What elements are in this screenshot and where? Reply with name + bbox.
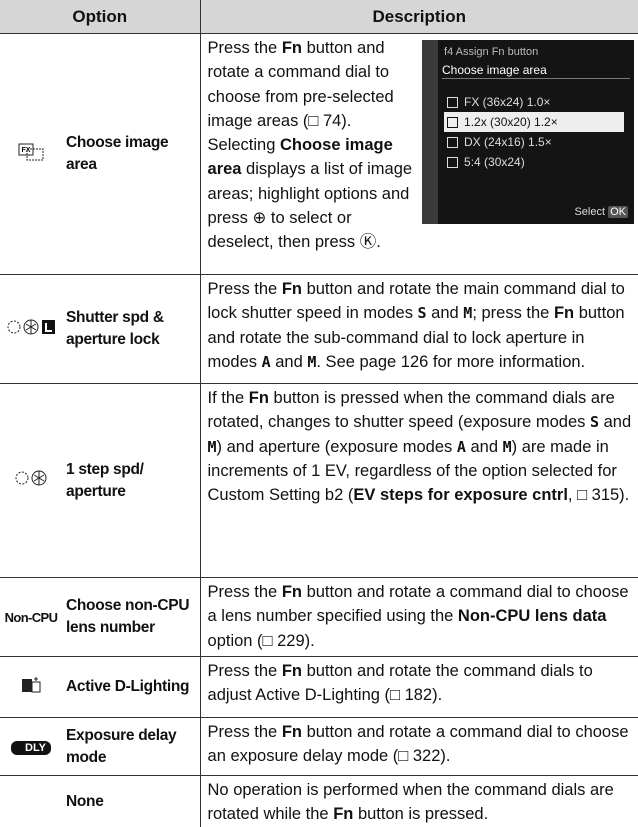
text-run: and: [465, 437, 503, 456]
mode-letter: A: [456, 437, 466, 456]
text-run: , □ 315).: [567, 486, 630, 505]
icon-cell: [0, 656, 62, 718]
description: f4 Assign Fn button Choose image area FX…: [199, 33, 638, 275]
option-name: None: [66, 793, 104, 811]
description: Press the Fn button and rotate the comma…: [199, 656, 638, 718]
text-run: Press the: [207, 583, 282, 601]
mode-letter: M: [502, 437, 512, 456]
screen-item: DX (24x16) 1.5×: [444, 132, 624, 152]
row: Non-CPU Choose non-CPU lens number Press…: [0, 577, 638, 657]
mode-letter: S: [590, 413, 600, 432]
text-run: Press the: [207, 723, 282, 741]
description: No operation is performed when the comma…: [199, 775, 638, 827]
text-run: button is pressed.: [353, 805, 489, 824]
text-run: Press the: [207, 662, 282, 680]
icon-cell: [0, 274, 62, 384]
row: Active D-Lighting Press the Fn button an…: [0, 656, 638, 718]
mode-letter: M: [307, 352, 317, 371]
bold-text: Fn: [333, 805, 354, 824]
description: Press the Fn button and rotate a command…: [199, 577, 638, 657]
bold-text: Choose image area: [207, 136, 393, 179]
screen-item: 1.2x (30x20) 1.2×: [444, 112, 625, 132]
mode-letter: A: [261, 352, 271, 371]
header-cell: Description: [199, 0, 638, 34]
image-area-icon: FX: [18, 143, 44, 160]
screen-footer: Select OK: [574, 204, 629, 220]
icon-cell: Non-CPU: [0, 577, 62, 657]
text-run: button and rotate a command dial to choo…: [207, 583, 629, 626]
text-run: ) and aperture (exposure modes: [216, 437, 457, 456]
description: Press the Fn button and rotate the main …: [199, 274, 638, 384]
header-cell: Option: [0, 0, 201, 34]
text-run: button and rotate the main command dial …: [207, 280, 625, 323]
bold-text: Fn: [281, 39, 302, 57]
mode-letter: S: [417, 304, 427, 323]
text-run: option (□ 229).: [207, 631, 315, 650]
text-run: ; press the: [472, 304, 554, 323]
text-run: button and rotate a command dial to choo…: [207, 39, 394, 155]
option-name: Shutter spd & aperture lock: [62, 274, 201, 384]
text-run: and: [426, 304, 464, 323]
screen-title: f4 Assign Fn button: [444, 46, 539, 58]
screen-item: 5:4 (30x24): [444, 152, 624, 172]
option-name: Choose non-CPU lens number: [62, 577, 201, 657]
text-run: and: [599, 413, 632, 432]
icon-cell: FX: [0, 33, 62, 275]
bold-text: Fn: [553, 304, 575, 323]
text-run: displays a list of image areas; highligh…: [207, 160, 413, 252]
delay-icon: DLY: [11, 740, 51, 755]
mode-letter: M: [207, 437, 217, 456]
mode-letter: M: [463, 304, 473, 323]
text-run: Press the: [207, 280, 282, 298]
camera-screen: f4 Assign Fn button Choose image area FX…: [422, 40, 635, 224]
text-run: button and rotate the sub-command dial t…: [207, 304, 625, 371]
text-run: ) are made in increments of 1 EV, regard…: [207, 437, 617, 505]
menu-strip: [422, 40, 439, 224]
screen-item: FX (36x24) 1.0×: [444, 92, 624, 112]
text-run: button and rotate a command dial to choo…: [207, 723, 629, 766]
text-run: No operation is performed when the comma…: [207, 781, 614, 824]
row: FX Choose image area f4 Assign Fn button…: [0, 33, 638, 275]
text-run: . See page 126 for more information.: [316, 352, 586, 371]
bold-text: Fn: [281, 583, 302, 601]
icon-cell: [0, 776, 62, 827]
ok-hint: OK: [608, 206, 629, 218]
header-row: Option Description: [0, 0, 638, 34]
bold-text: Fn: [248, 389, 269, 407]
text-run: If the: [207, 389, 249, 407]
screen-items: FX (36x24) 1.0× 1.2x (30x20) 1.2× DX (24…: [444, 92, 625, 172]
icon-cell: DLY: [0, 717, 62, 776]
row: Shutter spd & aperture lock Press the Fn…: [0, 274, 638, 384]
row: 1 step spd/ aperture If the Fn button is…: [0, 383, 638, 578]
text-run: and: [270, 352, 308, 371]
screen-subtitle: Choose image area: [442, 62, 631, 79]
text-run: button and rotate the command dials to a…: [207, 662, 593, 705]
option-name: Choose image area: [62, 33, 201, 275]
adl-icon: [22, 676, 41, 692]
icon-cell: [0, 383, 62, 578]
row: DLY Exposure delay mode Press the Fn but…: [0, 717, 638, 776]
select-hint: Select: [574, 206, 606, 218]
option-name: 1 step spd/ aperture: [62, 383, 201, 578]
lock-icon: [7, 319, 55, 334]
bold-text: EV steps for exposure cntrl: [353, 486, 568, 505]
text-run: Press the: [207, 39, 282, 57]
bold-text: Non-CPU lens data: [457, 607, 607, 626]
description: Press the Fn button and rotate a command…: [199, 717, 638, 776]
option-name: Active D-Lighting: [62, 656, 201, 718]
text-run: button is pressed when the command dials…: [207, 389, 615, 432]
svg-text:FX: FX: [22, 147, 31, 154]
row: None No operation is performed when the …: [0, 775, 638, 827]
step-icon: [15, 470, 47, 486]
bold-text: Fn: [281, 723, 302, 741]
option-name: Exposure delay mode: [62, 717, 201, 776]
bold-text: Fn: [281, 280, 302, 298]
description: If the Fn button is pressed when the com…: [199, 383, 638, 578]
bold-text: Fn: [281, 662, 302, 680]
